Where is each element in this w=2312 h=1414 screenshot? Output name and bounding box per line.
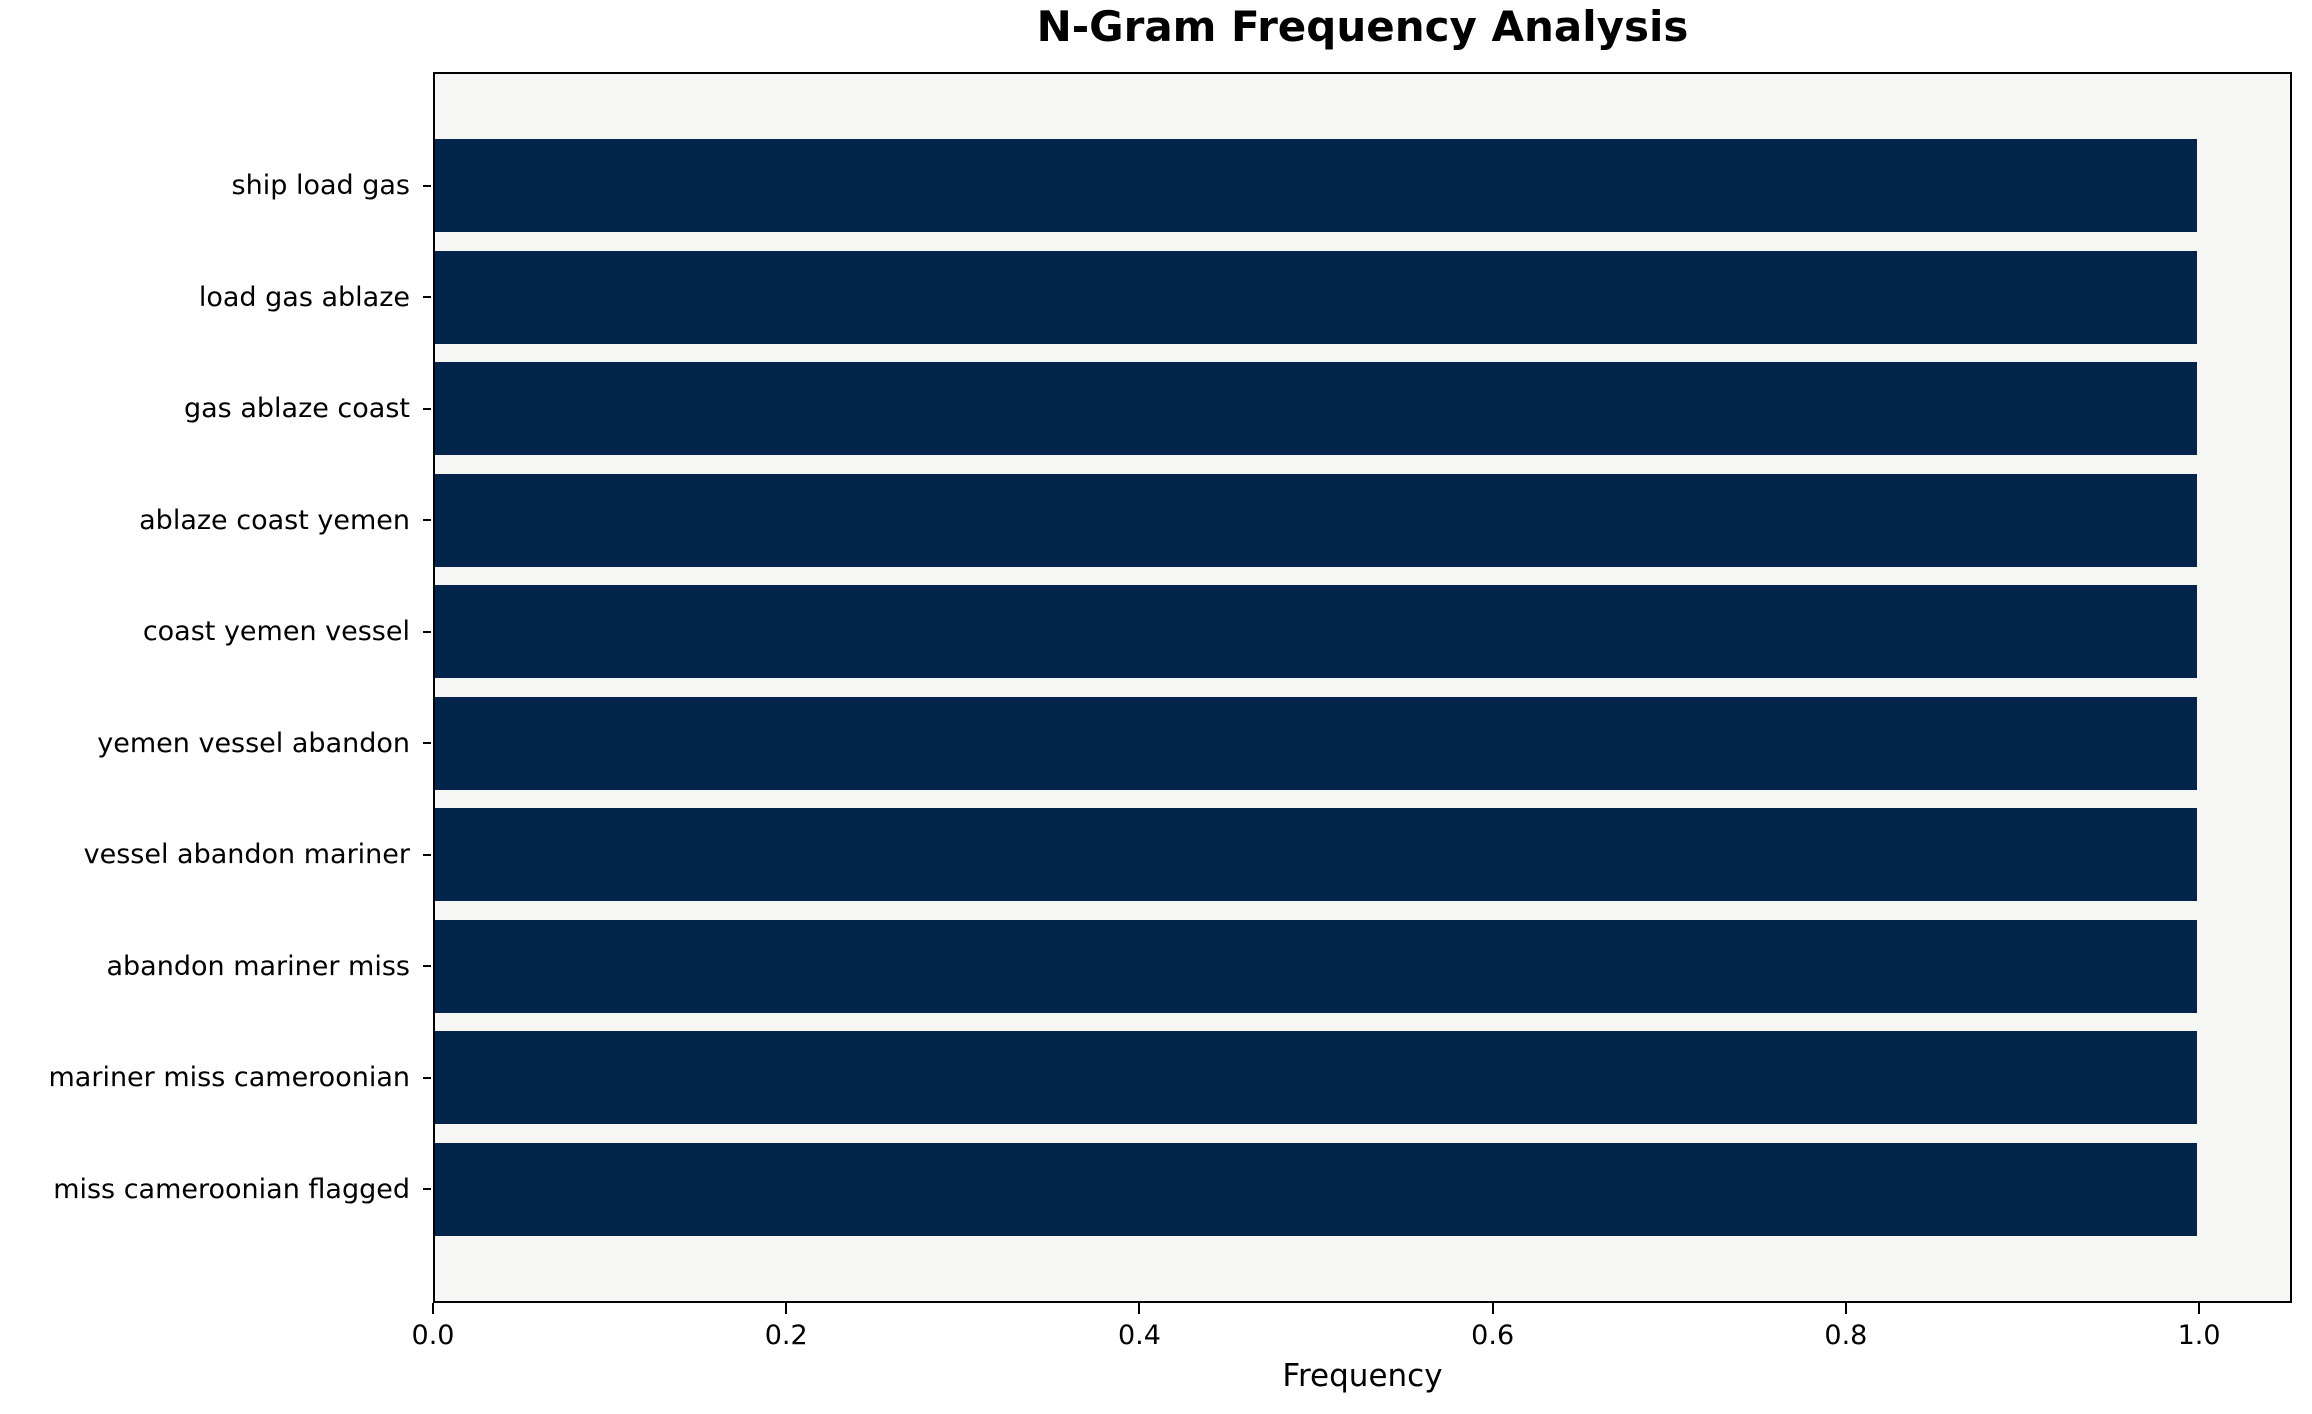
bar-row [435,688,2290,800]
x-tick-mark [2198,1303,2201,1314]
y-tick [423,1022,431,1134]
y-axis-labels: ship load gas load gas ablaze gas ablaze c… [0,72,412,1303]
y-tick-label: abandon mariner miss [106,950,411,982]
x-tick-mark [785,1303,788,1314]
y-tick [423,1134,431,1246]
y-tick-mark [423,853,431,856]
bar-row [435,242,2290,354]
y-tick-label: ship load gas [231,170,410,202]
y-tick-label: yemen vessel abandon [97,727,410,759]
y-tick [423,242,431,354]
y-tick-mark [423,407,431,410]
bar-row [435,911,2290,1023]
chart-title: N-Gram Frequency Analysis [1036,2,1689,51]
bar-row [435,353,2290,465]
y-tick [423,353,431,465]
y-tick-label: gas ablaze coast [184,393,410,425]
bar-row [435,1022,2290,1134]
bar-row [435,1134,2290,1246]
y-tick [423,130,431,242]
y-tick-mark [423,519,431,522]
y-tick-mark [423,296,431,299]
x-tick-label: 0.6 [1471,1320,1515,1351]
y-tick-mark [423,742,431,745]
y-tick-label: vessel abandon mariner [83,839,410,871]
x-tick-label: 0.2 [764,1320,808,1351]
y-tick [423,465,431,577]
y-tick-mark [423,184,431,187]
bar [435,919,2198,1013]
y-tick [423,688,431,800]
x-tick-mark [1138,1303,1141,1314]
y-tick-mark [423,965,431,968]
bar-row [435,130,2290,242]
y-tick [423,911,431,1023]
x-axis-tick-labels: 0.0 0.2 0.4 0.6 0.8 1.0 [412,1320,2292,1354]
y-tick [423,576,431,688]
y-tick-label: mariner miss cameroonian [48,1062,411,1094]
x-axis-ticks [432,1303,2292,1315]
y-tick [423,799,431,911]
x-tick-mark [1491,1303,1494,1314]
x-tick-label: 0.4 [1117,1320,1161,1351]
bar [435,250,2198,344]
bar [435,696,2198,790]
bar-row [435,576,2290,688]
bar [435,585,2198,679]
x-tick-label: 1.0 [2177,1320,2221,1351]
y-tick-label: load gas ablaze [198,281,410,313]
y-axis-ticks [421,72,433,1303]
x-tick-label: 0.0 [411,1320,455,1351]
x-tick-mark [1844,1303,1847,1314]
bar [435,1142,2198,1236]
bar-row [435,799,2290,911]
bar [435,473,2198,567]
x-axis-label: Frequency [1282,1358,1443,1394]
y-tick-mark [423,1188,431,1191]
bar-row [435,465,2290,577]
y-tick-label: miss cameroonian flagged [53,1173,410,1205]
plot-area [433,72,2292,1303]
bar [435,1031,2198,1125]
y-tick-label: ablaze coast yemen [139,504,410,536]
bar [435,808,2198,902]
y-tick-mark [423,1076,431,1079]
bar [435,362,2198,456]
y-tick-label: coast yemen vessel [142,616,410,648]
bar [435,139,2198,233]
x-tick-label: 0.8 [1824,1320,1868,1351]
y-tick-mark [423,630,431,633]
x-tick-mark [432,1303,434,1314]
